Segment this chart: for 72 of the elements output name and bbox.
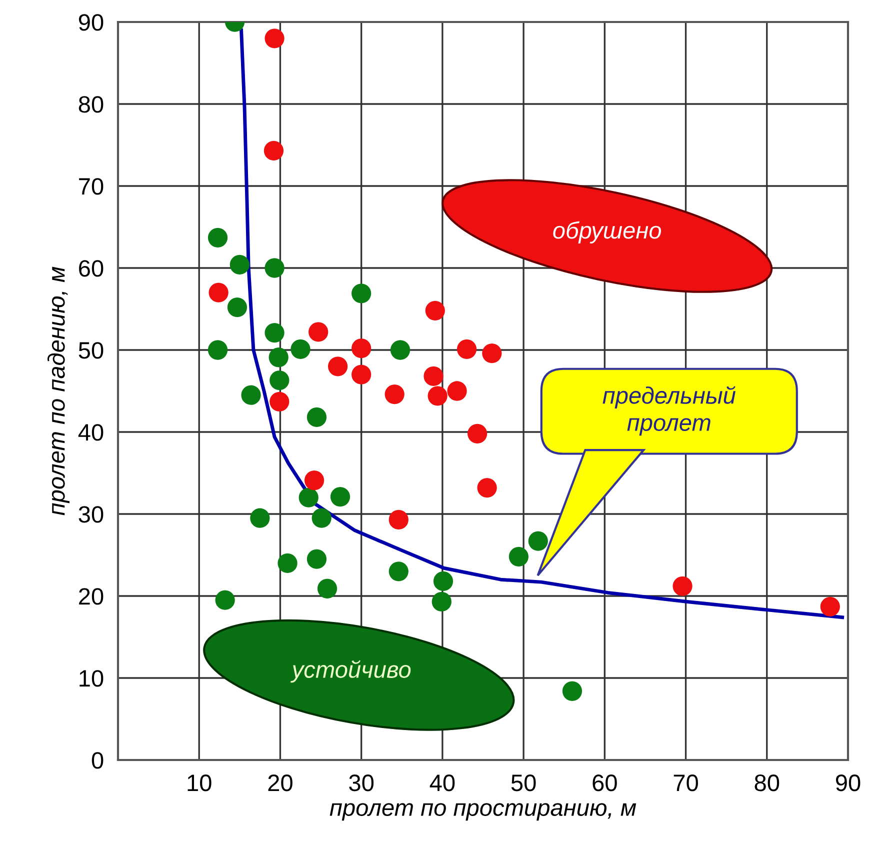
y-tick-label: 50 xyxy=(78,342,104,359)
y-tick-label: 10 xyxy=(80,670,104,687)
point xyxy=(428,386,448,406)
point xyxy=(264,28,284,48)
y-tick-label: 70 xyxy=(79,178,104,195)
point xyxy=(250,508,270,528)
point xyxy=(264,140,284,161)
point xyxy=(290,339,310,359)
y-tick-label: 90 xyxy=(78,14,104,31)
x-tick-label: 30 xyxy=(349,774,374,792)
point xyxy=(306,407,327,428)
point xyxy=(208,340,228,360)
point xyxy=(330,486,350,507)
x-tick-label: 80 xyxy=(754,774,780,792)
point xyxy=(298,488,318,508)
point xyxy=(208,228,228,248)
x-tick-label: 70 xyxy=(674,774,698,792)
point xyxy=(468,424,488,444)
point xyxy=(433,571,454,592)
point xyxy=(352,284,372,304)
point xyxy=(425,300,445,320)
y-tick-label: 40 xyxy=(78,424,104,441)
point xyxy=(308,322,328,342)
point xyxy=(820,596,840,616)
y-tick-label: 30 xyxy=(78,506,104,523)
x-tick-label: 90 xyxy=(836,774,860,792)
point xyxy=(278,553,298,574)
point xyxy=(328,356,348,376)
point xyxy=(388,510,408,530)
x-tick-label: 10 xyxy=(188,774,212,792)
annotation: предельный пролет xyxy=(602,386,736,436)
x-tick-label: 40 xyxy=(430,774,455,792)
x-axis-title: пролет по простиранию, м xyxy=(330,803,636,821)
point xyxy=(447,381,467,401)
point xyxy=(432,592,452,612)
point xyxy=(268,348,288,368)
y-tick-label: 20 xyxy=(79,588,104,605)
x-tick-label: 50 xyxy=(511,774,536,792)
point xyxy=(390,340,410,360)
y-tick-label: 80 xyxy=(78,96,104,113)
point xyxy=(352,338,372,358)
point xyxy=(312,508,332,528)
x-tick-label: 60 xyxy=(592,774,617,792)
point xyxy=(208,282,228,302)
annotation: устойчиво xyxy=(290,660,411,683)
point xyxy=(388,562,408,582)
point xyxy=(215,590,235,610)
point xyxy=(508,546,529,566)
point xyxy=(304,470,324,490)
point xyxy=(477,478,497,498)
point xyxy=(306,549,327,569)
point xyxy=(528,531,548,551)
point xyxy=(456,339,477,359)
point xyxy=(241,385,261,405)
x-tick-label: 20 xyxy=(268,774,292,792)
point xyxy=(317,578,338,598)
point xyxy=(264,322,284,343)
y-axis-title: пролет по падению, м xyxy=(47,266,70,516)
point xyxy=(264,258,284,278)
point xyxy=(384,384,404,404)
point xyxy=(672,576,692,596)
point xyxy=(227,298,248,318)
point xyxy=(482,343,502,364)
point xyxy=(352,364,372,384)
point xyxy=(270,370,290,390)
annotation: обрушено xyxy=(553,221,662,244)
point xyxy=(230,254,250,275)
point xyxy=(270,392,290,412)
point xyxy=(424,366,444,386)
y-tick-label: 60 xyxy=(79,260,104,277)
point xyxy=(562,681,582,701)
y-tick-label: 0 xyxy=(92,752,104,769)
